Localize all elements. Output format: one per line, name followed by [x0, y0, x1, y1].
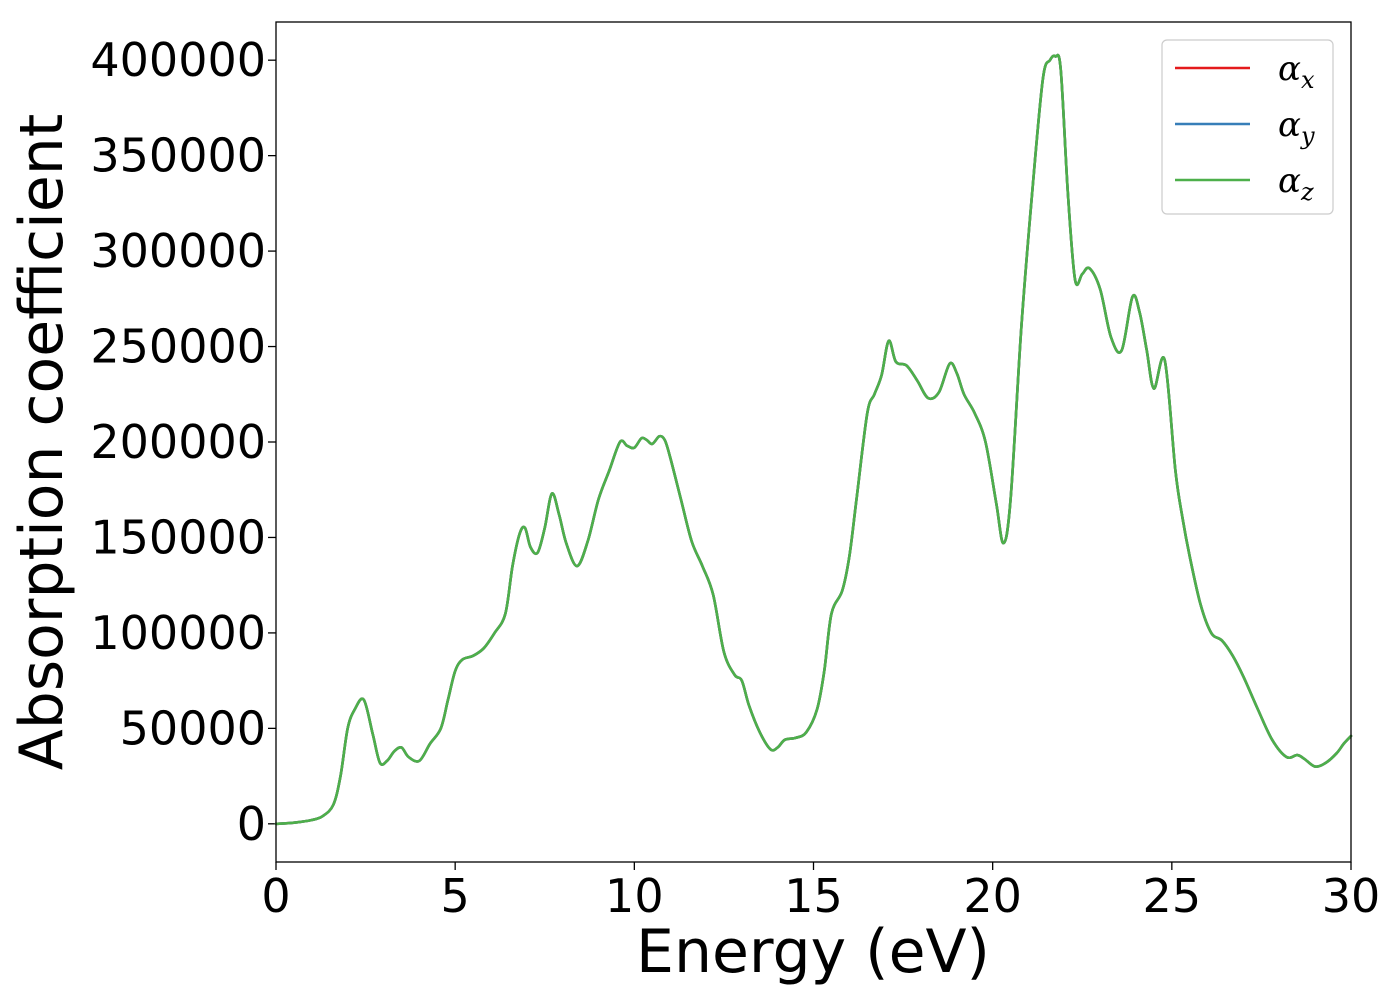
x-tick-label: 10 [605, 869, 664, 923]
y-tick-label: 200000 [90, 415, 266, 469]
y-tick-label: 150000 [90, 510, 266, 564]
y-tick-label: 50000 [120, 701, 266, 755]
y-tick-label: 0 [237, 797, 266, 851]
x-tick-label: 20 [963, 869, 1022, 923]
y-tick-label: 250000 [90, 320, 266, 374]
legend-box [1161, 39, 1334, 215]
plot-area-frame [275, 21, 1352, 863]
y-tick-label: 100000 [90, 606, 266, 660]
y-tick-label: 300000 [90, 224, 266, 278]
legend-label-alpha-y: αy [1278, 105, 1315, 150]
x-tick-label: 30 [1322, 869, 1381, 923]
legend: αx αy αz [1161, 39, 1334, 215]
x-tick-label: 5 [441, 869, 470, 923]
y-tick-label: 350000 [90, 129, 266, 183]
legend-label-alpha-x: αx [1278, 49, 1315, 94]
x-axis-title: Energy (eV) [636, 917, 990, 987]
legend-label-alpha-z: αz [1278, 161, 1314, 206]
x-tick-label: 15 [784, 869, 843, 923]
x-tick-label: 0 [261, 869, 290, 923]
series-line-alpha-z [274, 53, 1353, 826]
x-tick-label: 25 [1143, 869, 1202, 923]
y-axis-title: Absorption coefficient [7, 114, 77, 771]
y-tick-label: 400000 [90, 33, 266, 87]
